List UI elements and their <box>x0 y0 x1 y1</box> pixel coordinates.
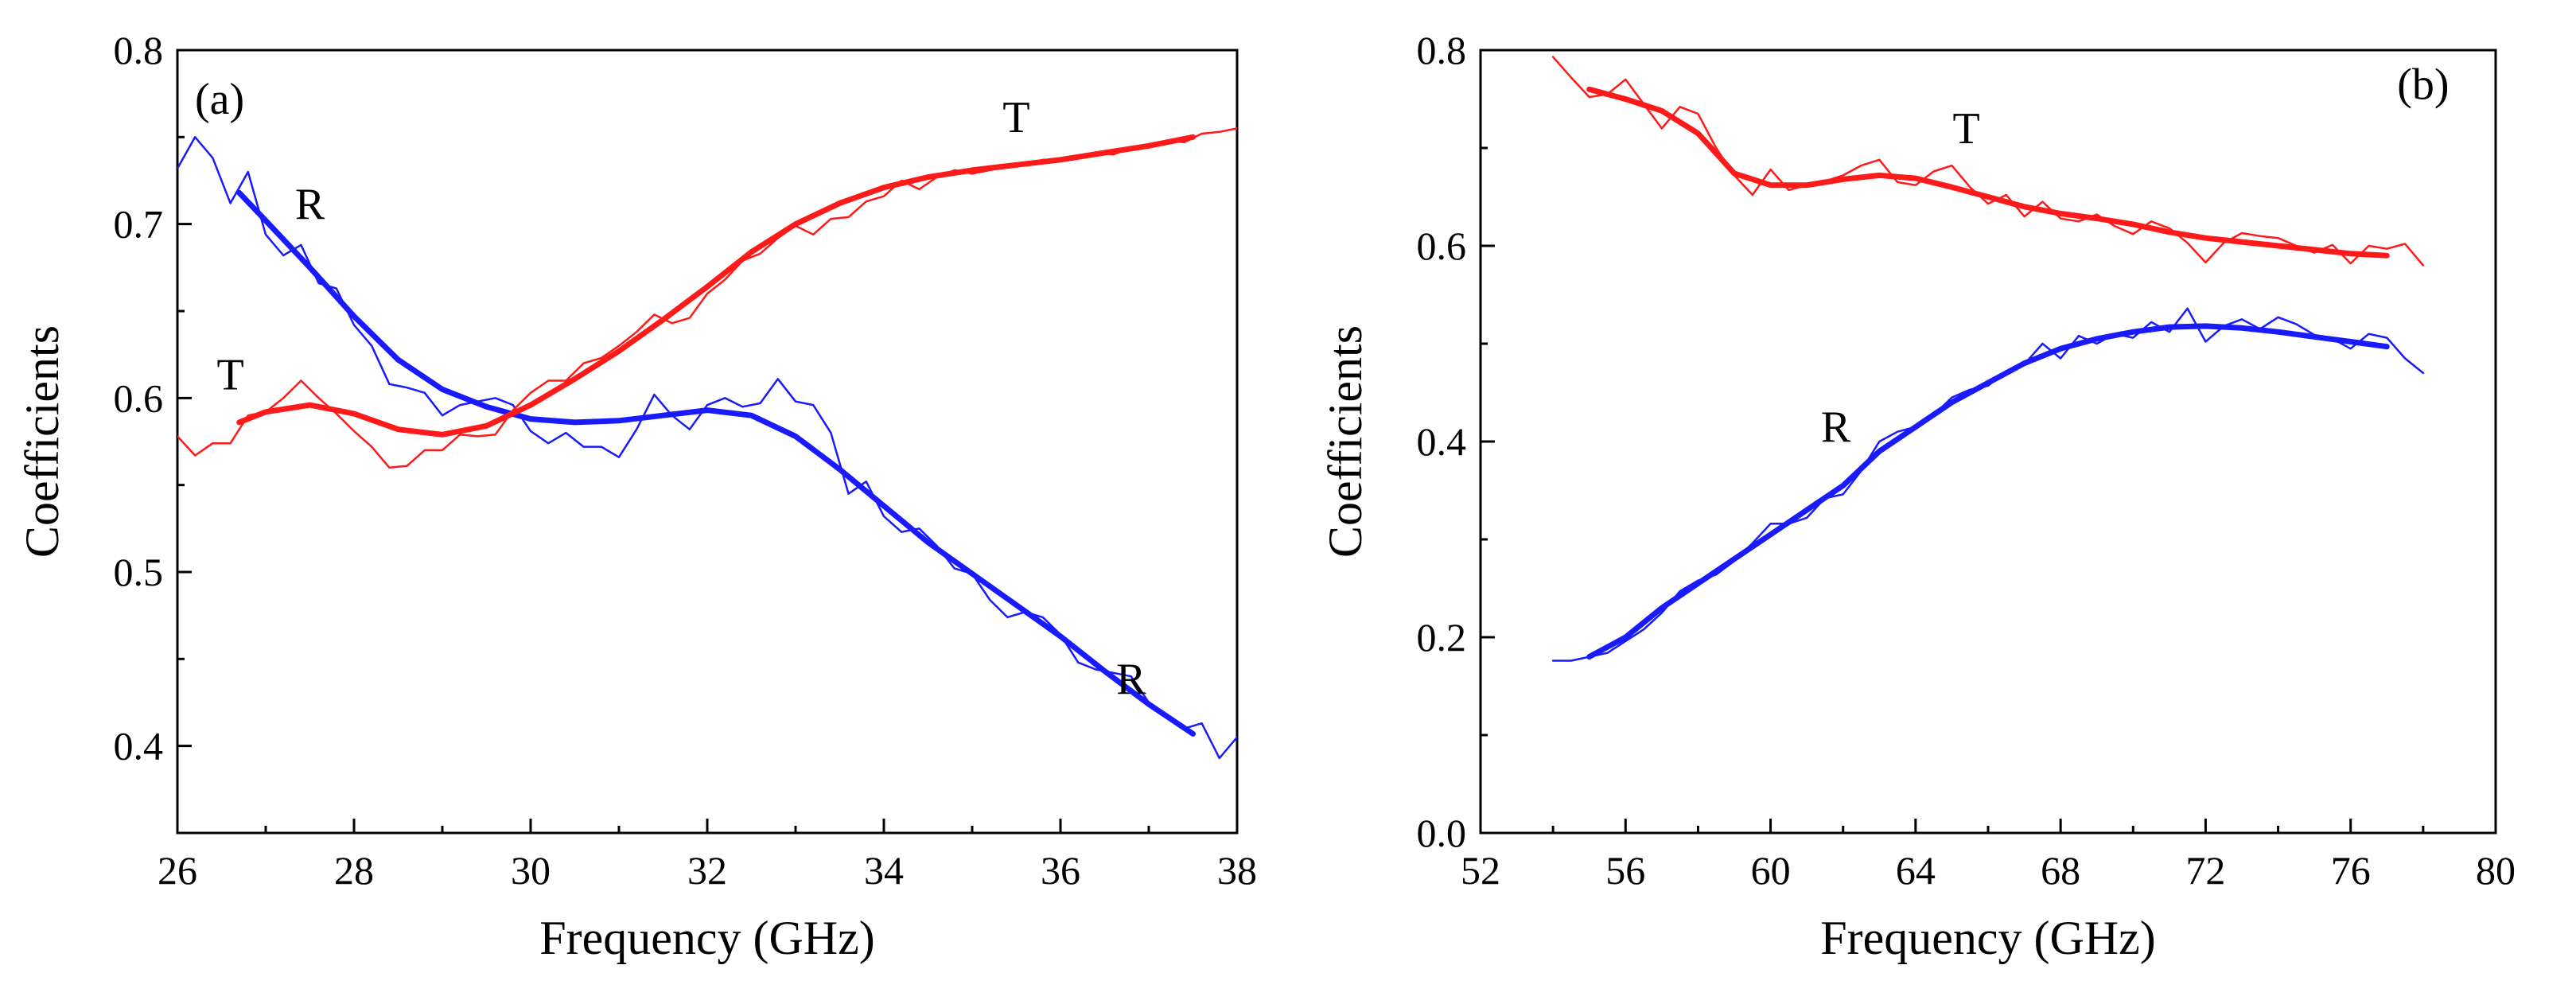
x-tick-label: 36 <box>1041 848 1080 893</box>
x-tick-label: 34 <box>864 848 904 893</box>
y-tick-label: 0.8 <box>114 28 164 72</box>
plot-frame <box>176 49 1239 835</box>
series-group <box>177 127 1237 760</box>
transmission-fit-line <box>236 134 1196 438</box>
y-tick-label: 0.5 <box>114 550 164 594</box>
x-axis-title: Frequency (GHz) <box>1820 912 2156 964</box>
panel-label: (b) <box>2397 60 2449 110</box>
x-tick-label: 64 <box>1896 848 1936 893</box>
curve-label-R: R <box>1821 403 1851 452</box>
reflection-fit-line <box>236 189 1196 737</box>
y-axis-title: Coefficients <box>1319 325 1372 558</box>
x-tick-label: 26 <box>158 848 197 893</box>
curve-label-T: T <box>1953 104 1980 154</box>
x-axis-title: Frequency (GHz) <box>539 912 875 964</box>
curve-label-T: T <box>216 350 243 399</box>
chart-panel-2: 52 56 60 64 68 72 76 80 0.0 0.2 0.4 0.6 0.8 Frequency… <box>1319 28 2516 964</box>
reflection-fit-line <box>1586 323 2390 660</box>
chart-panel-1: 26 28 30 32 34 36 38 0.4 0.5 0.6 0.7 0.8 Frequency (… <box>16 28 1257 964</box>
y-axis-title: Coefficients <box>16 325 68 558</box>
x-tick-label: 30 <box>511 848 551 893</box>
x-tick-label: 80 <box>2476 848 2516 893</box>
x-tick-label: 52 <box>1461 848 1500 893</box>
y-tick-label: 0.6 <box>1417 224 1467 268</box>
y-tick-label: 0.4 <box>114 724 164 768</box>
curve-label-R: R <box>295 180 325 229</box>
y-tick-label: 0.4 <box>1417 419 1467 464</box>
plot-frame <box>1479 49 2497 835</box>
x-tick-label: 32 <box>687 848 727 893</box>
x-tick-label: 38 <box>1217 848 1257 893</box>
curve-label-T: T <box>1002 93 1029 142</box>
reflection-measured-line <box>1551 307 2425 662</box>
panel-label: (a) <box>195 75 244 124</box>
curve-label-R: R <box>1116 655 1146 704</box>
reflection-measured-line <box>177 136 1237 760</box>
x-tick-label: 72 <box>2185 848 2225 893</box>
x-tick-label: 76 <box>2331 848 2371 893</box>
y-tick-label: 0.8 <box>1417 28 1467 72</box>
x-tick-label: 60 <box>1751 848 1791 893</box>
series-group <box>1551 56 2425 662</box>
x-tick-label: 56 <box>1605 848 1645 893</box>
transmission-fit-line <box>1586 86 2390 259</box>
y-tick-label: 0.7 <box>114 202 164 247</box>
transmission-measured-line <box>1551 56 2425 267</box>
y-tick-label: 0.0 <box>1417 811 1467 855</box>
y-tick-label: 0.2 <box>1417 615 1467 660</box>
y-tick-label: 0.6 <box>114 375 164 420</box>
x-tick-label: 28 <box>334 848 374 893</box>
x-tick-label: 68 <box>2041 848 2080 893</box>
